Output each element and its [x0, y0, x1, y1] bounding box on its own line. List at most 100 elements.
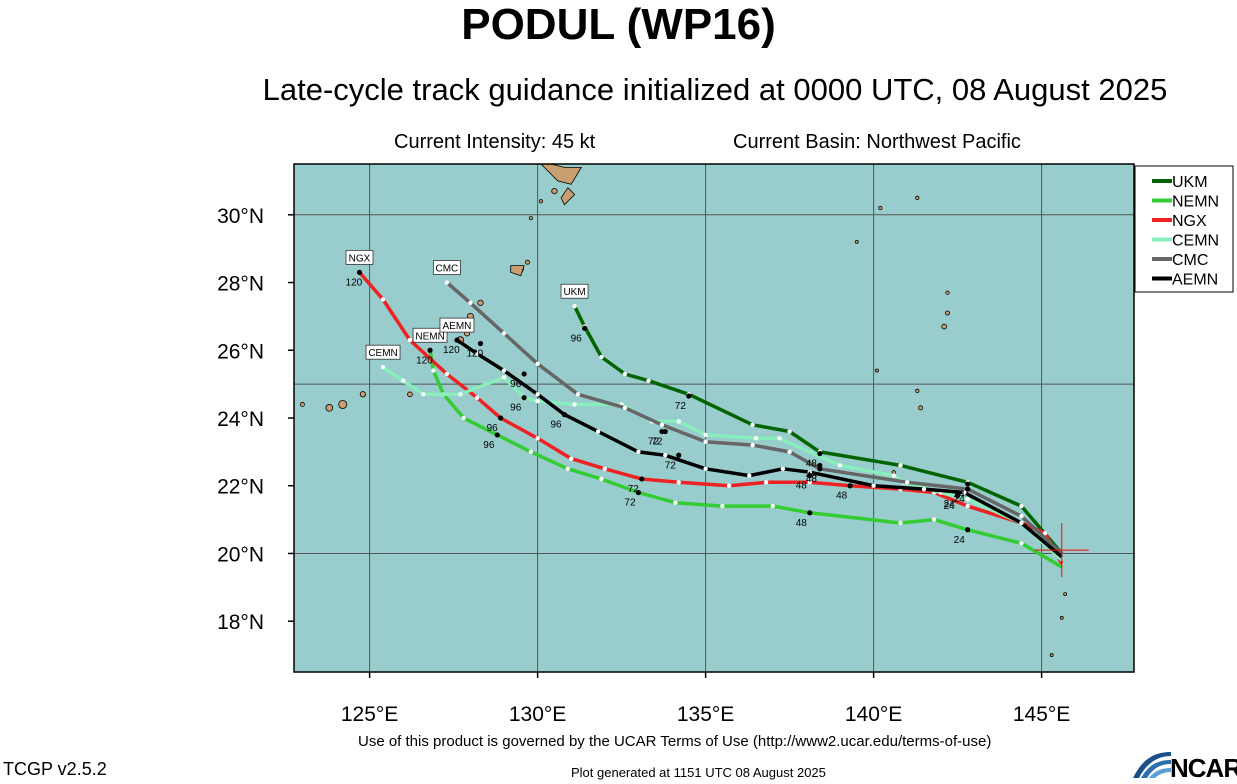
legend-box: [1134, 165, 1234, 293]
forecast-hour-label: 48: [806, 459, 818, 470]
track-tag-label: CMC: [435, 264, 458, 275]
forecast-hour-dot: [521, 395, 527, 401]
track-tag-box: [412, 327, 448, 343]
track-point: [720, 503, 725, 509]
forecast-hour-dot: [965, 481, 971, 487]
island-shape: [854, 239, 859, 244]
x-tick-label: 145°E: [1013, 703, 1070, 726]
legend-label: CMC: [1172, 252, 1208, 269]
forecast-hour-dot: [847, 483, 853, 489]
track-point: [905, 480, 910, 485]
land-islands: [299, 164, 1068, 657]
island-shape: [1063, 592, 1068, 597]
kyushu-coast: [540, 164, 582, 185]
forecast-hour-label: 120: [416, 355, 433, 366]
island-shape: [407, 391, 413, 398]
track-point: [676, 480, 681, 485]
y-tick-label: 30°N: [217, 205, 264, 228]
forecast-hour-dot: [477, 340, 484, 347]
track-point: [535, 392, 540, 397]
legend-label: CEMN: [1172, 233, 1219, 250]
track-point: [501, 375, 507, 380]
island-shape: [875, 368, 879, 373]
island-shape: [945, 290, 950, 295]
track-point: [763, 480, 769, 485]
track-point: [871, 483, 876, 488]
island-shape: [915, 195, 920, 200]
island-shape: [299, 402, 305, 407]
track-point: [837, 463, 843, 468]
forecast-hour-label: 120: [443, 345, 460, 356]
track-point: [931, 517, 937, 522]
amami-oshima: [510, 265, 525, 277]
track-point: [1042, 530, 1048, 536]
track-point: [1019, 541, 1024, 546]
generated-time: Plot generated at 1151 UTC 08 August 202…: [571, 765, 826, 780]
island-shape: [1049, 653, 1054, 657]
track-point: [535, 361, 540, 367]
track-point: [622, 405, 628, 411]
track-point: [703, 439, 708, 444]
axes: 125°E 130°E 135°E 140°E 145°E 18°N 20°N 22°N 24°…: [217, 205, 1070, 726]
ncar-logo-text: NCAR: [1170, 753, 1237, 783]
track-point: [569, 456, 574, 461]
forecast-hour-label: 96: [571, 333, 583, 344]
forecast-hour-dot: [659, 428, 665, 435]
x-tick-label: 140°E: [845, 703, 902, 726]
y-tick-label: 24°N: [217, 408, 264, 431]
track-point: [458, 392, 463, 397]
track-point: [401, 378, 406, 383]
track-point: [622, 371, 628, 377]
track-point: [595, 429, 601, 434]
chart-subtitle: Late-cycle track guidance initialized at…: [262, 72, 1168, 107]
forecast-hour-dot: [356, 269, 363, 275]
forecast-hour-dot: [427, 347, 433, 353]
forecast-hour-label: 24: [944, 499, 956, 510]
model-tracks: [357, 270, 1064, 569]
forecast-hour-dot: [494, 432, 500, 438]
forecast-hour-dot: [561, 412, 568, 418]
legend: UKM NEMN NGX CEMN CMC AEMN: [1134, 165, 1234, 293]
x-tick-label: 130°E: [509, 703, 566, 726]
track-point: [599, 354, 604, 360]
track-point: [636, 449, 641, 455]
track-point: [535, 436, 540, 441]
track-point: [380, 297, 386, 302]
legend-label: UKM: [1172, 174, 1208, 191]
forecast-hour-dot: [582, 325, 588, 331]
forecast-hour-dot: [817, 450, 823, 457]
track-point: [474, 351, 480, 356]
forecast-hour-dot: [807, 510, 813, 516]
track-point: [673, 500, 678, 505]
track-point: [747, 473, 752, 478]
forecast-hour-label: 96: [510, 403, 522, 414]
island-shape: [945, 310, 950, 316]
forecast-hour-label: 72: [675, 401, 687, 412]
track-tag-label: NGX: [349, 253, 371, 264]
gridlines: [294, 164, 1134, 672]
version-label: TCGP v2.5.2: [3, 759, 107, 779]
forecast-hour-label: 24: [944, 501, 956, 512]
track-point: [572, 304, 577, 309]
forecast-hour-label: 72: [651, 437, 663, 448]
forecast-hour-label: 72: [624, 498, 636, 509]
track-tag-label: NEMN: [415, 331, 444, 342]
track-tag-box: [560, 283, 589, 299]
island-shape: [551, 187, 558, 195]
y-tick-label: 28°N: [217, 273, 264, 296]
track-point: [753, 436, 759, 441]
track-tag-label: CEMN: [368, 348, 397, 359]
island-shape: [477, 299, 484, 306]
island-shape: [915, 388, 920, 394]
island-shape: [359, 391, 367, 398]
forecast-hour-label: 96: [510, 379, 522, 390]
track-point: [898, 463, 903, 468]
forecast-hour-label: 24: [954, 535, 966, 546]
track-point: [380, 365, 386, 370]
track-tag-box: [365, 344, 401, 360]
forecast-hour-label: 48: [806, 474, 818, 485]
forecast-hour-label: 72: [648, 437, 660, 448]
track-point: [726, 483, 732, 488]
track-point: [750, 422, 755, 427]
